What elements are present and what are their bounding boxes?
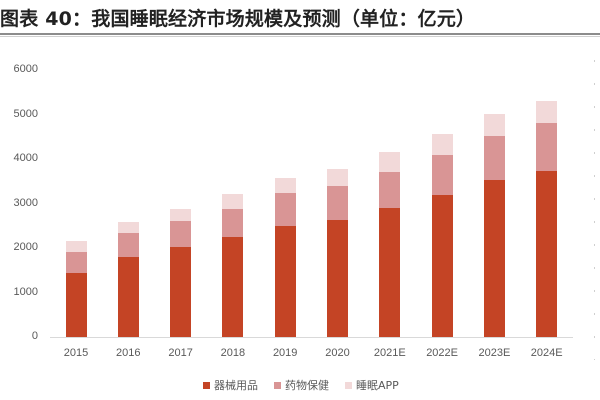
bar-segment-1 (536, 171, 558, 337)
legend-item: 药物保健 (274, 377, 329, 393)
legend-label: 药物保健 (285, 379, 329, 392)
y-tick-label: 4000 (13, 152, 38, 164)
bar-segment-2 (431, 154, 453, 196)
bar-2015 (65, 241, 87, 337)
bar-segment-2 (327, 186, 348, 220)
x-axis-line (50, 337, 573, 338)
bar-segment-1 (327, 220, 348, 337)
bar-segment-1 (65, 272, 87, 337)
legend-swatch-icon (345, 381, 352, 389)
bar-2024E (536, 100, 558, 337)
bar-segment-2 (274, 193, 296, 226)
title-divider (0, 33, 600, 35)
y-tick-label: 6000 (13, 63, 38, 75)
x-tick-label: 2018 (220, 347, 246, 359)
legend-swatch-icon (203, 381, 210, 389)
bar-segment-2 (65, 252, 87, 273)
bar-2020 (327, 169, 348, 337)
legend-label: 睡眠APP (356, 379, 399, 392)
x-tick-label: 2021E (373, 347, 406, 359)
bar-segment-3 (536, 100, 558, 124)
bar-segment-3 (117, 221, 139, 234)
y-tick-label: 1000 (13, 285, 38, 298)
chart-title: 图表 40：我国睡眠经济市场规模及预测（单位：亿元） (0, 8, 476, 30)
bar-segment-3 (327, 169, 348, 187)
y-tick-label: 5000 (13, 107, 38, 120)
legend-item: 睡眠APP (345, 377, 399, 393)
y-tick-label: 2000 (13, 241, 38, 253)
bar-segment-3 (274, 177, 296, 193)
title-divider-thin (0, 36, 600, 37)
bar-segment-1 (170, 247, 192, 337)
bar-segment-3 (170, 208, 192, 222)
bar-segment-1 (379, 207, 401, 337)
bar-segment-1 (117, 256, 139, 337)
x-tick-label: 2022E (426, 347, 458, 359)
bar-2019 (274, 177, 296, 337)
bar-segment-1 (222, 236, 244, 337)
bar-segment-3 (222, 194, 244, 209)
x-tick-label: 2015 (63, 347, 89, 359)
legend-swatch-icon (274, 381, 281, 389)
bar-2022E (431, 133, 453, 337)
bar-2018 (222, 194, 244, 337)
bar-segment-2 (536, 123, 558, 171)
bar-segment-2 (170, 221, 192, 248)
bar-segment-2 (483, 136, 505, 180)
bar-2017 (170, 208, 192, 337)
bar-segment-3 (379, 152, 401, 172)
bar-segment-3 (65, 241, 87, 252)
right-dashed-border (594, 60, 595, 360)
x-tick-label: 2016 (116, 347, 141, 359)
bar-2016 (117, 221, 139, 337)
bar-2021E (379, 152, 401, 337)
chart-legend: 器械用品 药物保健 睡眠APP (203, 377, 415, 393)
bar-segment-1 (483, 180, 505, 337)
x-tick-label: 2023E (478, 347, 511, 359)
bar-segment-2 (117, 233, 139, 257)
bar-segment-1 (274, 225, 296, 337)
x-tick-label: 2017 (168, 347, 193, 359)
bar-segment-3 (483, 114, 505, 136)
x-tick-label: 2019 (272, 347, 298, 359)
bar-2023E (483, 114, 505, 337)
bar-segment-2 (222, 208, 244, 237)
x-tick-label: 2020 (325, 347, 350, 359)
y-tick-label: 3000 (13, 196, 38, 209)
x-tick-label: 2024E (530, 347, 563, 359)
legend-item: 器械用品 (203, 377, 258, 393)
bar-segment-3 (431, 133, 453, 155)
legend-label: 器械用品 (214, 379, 258, 392)
y-tick-label: 0 (31, 330, 38, 342)
bar-segment-2 (379, 171, 401, 208)
bar-segment-1 (431, 195, 453, 337)
